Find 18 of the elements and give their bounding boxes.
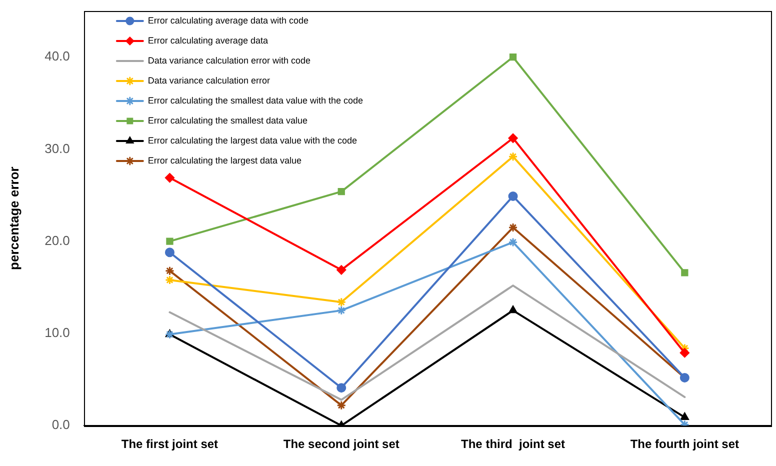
legend-label: Error calculating average data with code xyxy=(148,15,308,26)
y-tick-label: 20.0 xyxy=(44,232,70,248)
legend-label: Error calculating the largest data value with the code xyxy=(148,135,358,146)
y-tick-label: 10.0 xyxy=(44,325,70,340)
y-tick-label: 40.0 xyxy=(44,48,70,64)
x-tick-label: The second joint set xyxy=(283,437,400,452)
legend-label: Error calculating the smallest data value xyxy=(148,115,308,126)
x-tick-label: The first joint set xyxy=(121,437,218,452)
y-tick-label: 30.0 xyxy=(44,140,70,156)
legend-label: Data variance calculation error xyxy=(148,75,270,86)
legend-label: Error calculating the largest data value xyxy=(148,155,302,166)
y-tick-label: 0.0 xyxy=(52,417,70,432)
y-axis-title: percentage error xyxy=(6,166,22,270)
legend-label: Error calculating the smallest data value with the code xyxy=(148,95,364,106)
legend-label: Data variance calculation error with code xyxy=(148,55,310,66)
legend-label: Error calculating average data xyxy=(148,35,268,46)
x-tick-label: The third joint set xyxy=(461,437,566,452)
x-tick-label: The fourth joint set xyxy=(630,437,740,452)
